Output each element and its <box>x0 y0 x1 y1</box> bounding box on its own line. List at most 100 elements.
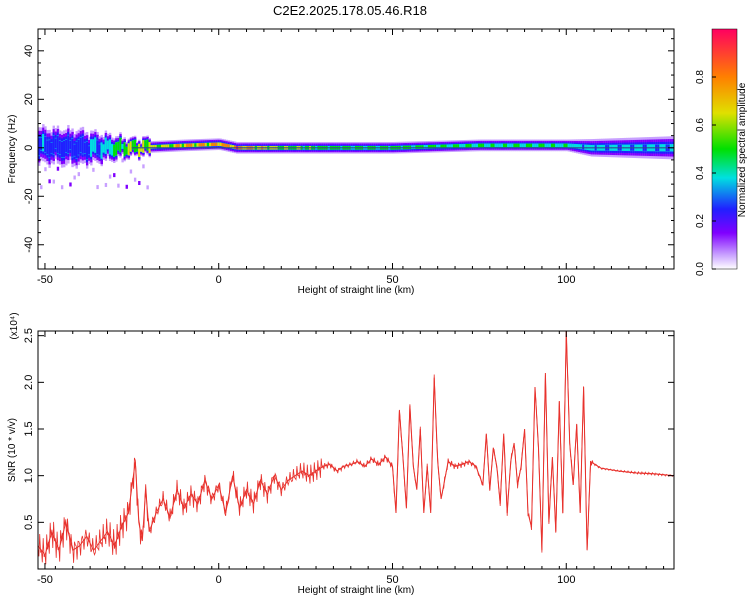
colorbar-tick-label: 0.6 <box>695 118 706 132</box>
spectrogram-heatmap <box>38 124 674 190</box>
heatmap-cell <box>528 143 531 148</box>
heatmap-cell <box>546 143 550 148</box>
heatmap-cell <box>117 183 120 188</box>
heatmap-cell <box>106 140 110 149</box>
heatmap-cell <box>92 139 95 152</box>
heatmap-cell <box>569 143 573 148</box>
heatmap-cell <box>131 140 135 150</box>
heatmap-cell <box>113 173 116 178</box>
spectrogram-axes: -50 0 50 100 40 20 0 -20 -40 <box>23 29 674 286</box>
snr-ytick-label: 2.0 <box>23 375 35 390</box>
snr-plot-area <box>38 331 674 565</box>
heatmap-cell <box>163 144 166 149</box>
heatmap-cell <box>223 143 226 147</box>
heatmap-cell <box>465 144 468 148</box>
heatmap-cell <box>492 143 495 148</box>
snr-ytick-label: 0.5 <box>23 515 35 530</box>
heatmap-cell <box>525 143 529 148</box>
heatmap-cell <box>173 144 176 148</box>
heatmap-cell <box>194 143 197 147</box>
heatmap-cell <box>81 136 85 154</box>
snr-series-line <box>38 331 674 557</box>
heatmap-cell <box>505 143 508 148</box>
heatmap-cell <box>548 143 552 148</box>
heatmap-cell <box>136 145 139 152</box>
heatmap-cell <box>121 144 124 149</box>
heatmap-cell <box>475 143 479 148</box>
snr-xtick-label: -50 <box>37 574 53 586</box>
heatmap-cell <box>146 139 149 151</box>
spectrogram-frame <box>37 28 675 270</box>
heatmap-cell <box>46 140 49 155</box>
heatmap-cell <box>438 144 441 149</box>
heatmap-cell <box>482 143 485 148</box>
heatmap-cell <box>206 142 210 147</box>
colorbar-tick-label: 0.8 <box>695 70 706 84</box>
heatmap-cell <box>463 144 466 148</box>
heatmap-cell <box>484 143 487 148</box>
heatmap-cell <box>100 160 103 165</box>
heatmap-cell <box>60 141 64 158</box>
heatmap-cell <box>146 185 149 190</box>
heatmap-cell <box>69 182 72 187</box>
heatmap-cell <box>88 146 91 155</box>
heatmap-cell <box>121 158 124 163</box>
heatmap-cell <box>129 169 133 174</box>
heatmap-cell <box>108 174 112 179</box>
heatmap-cell <box>144 140 147 149</box>
heatmap-cell <box>156 144 160 149</box>
heatmap-cell <box>550 143 554 148</box>
heatmap-cell <box>202 143 206 147</box>
heatmap-cell <box>211 142 214 147</box>
heatmap-cell <box>85 141 89 160</box>
heatmap-cell <box>231 145 235 149</box>
heatmap-cell <box>77 172 81 177</box>
heatmap-cell <box>196 143 199 147</box>
heatmap-cell <box>521 143 525 148</box>
snr-series-noise <box>38 331 674 565</box>
chart-title: C2E2.2025.178.05.46.R18 <box>273 3 427 18</box>
heatmap-cell <box>519 143 523 148</box>
heatmap-cell <box>582 144 585 150</box>
heatmap-cell <box>555 143 558 148</box>
heatmap-cell <box>133 177 137 182</box>
heatmap-cell <box>461 144 464 148</box>
heatmap-cell <box>119 137 122 152</box>
spectrogram-xtick-label: 100 <box>557 274 575 286</box>
heatmap-cell <box>52 135 55 155</box>
heatmap-cell <box>440 144 443 149</box>
heatmap-cell <box>423 145 427 149</box>
heatmap-cell <box>65 139 68 153</box>
heatmap-cell <box>459 144 462 148</box>
heatmap-cell <box>98 144 101 156</box>
heatmap-cell <box>44 167 47 172</box>
heatmap-cell <box>204 142 208 147</box>
heatmap-cell <box>96 140 99 155</box>
heatmap-cell <box>177 143 181 148</box>
snr-ylabel: SNR (10 * v/v) <box>7 418 18 482</box>
heatmap-cell <box>63 140 66 157</box>
heatmap-cell <box>104 182 108 187</box>
heatmap-cell <box>48 140 51 158</box>
heatmap-cell <box>511 143 514 148</box>
heatmap-cell <box>436 144 439 149</box>
heatmap-cell <box>452 144 456 148</box>
heatmap-cell <box>125 146 128 155</box>
heatmap-cell <box>446 144 450 148</box>
heatmap-cell <box>215 142 218 146</box>
spectrogram-ytick-label: -40 <box>23 237 35 253</box>
heatmap-cell <box>188 143 191 147</box>
spectrogram-xtick-label: 50 <box>386 274 398 286</box>
colorbar-axes: 0.0 0.2 0.4 0.6 0.8 <box>695 70 716 276</box>
heatmap-cell <box>123 142 126 157</box>
heatmap-cell <box>73 175 76 180</box>
heatmap-cell <box>469 143 473 148</box>
heatmap-cell <box>563 143 566 148</box>
snr-xtick-label: 100 <box>557 574 575 586</box>
heatmap-cell <box>578 144 581 149</box>
heatmap-cell <box>117 141 120 151</box>
heatmap-cell <box>142 164 145 169</box>
snr-xlabel: Height of straight line (km) <box>298 585 415 596</box>
